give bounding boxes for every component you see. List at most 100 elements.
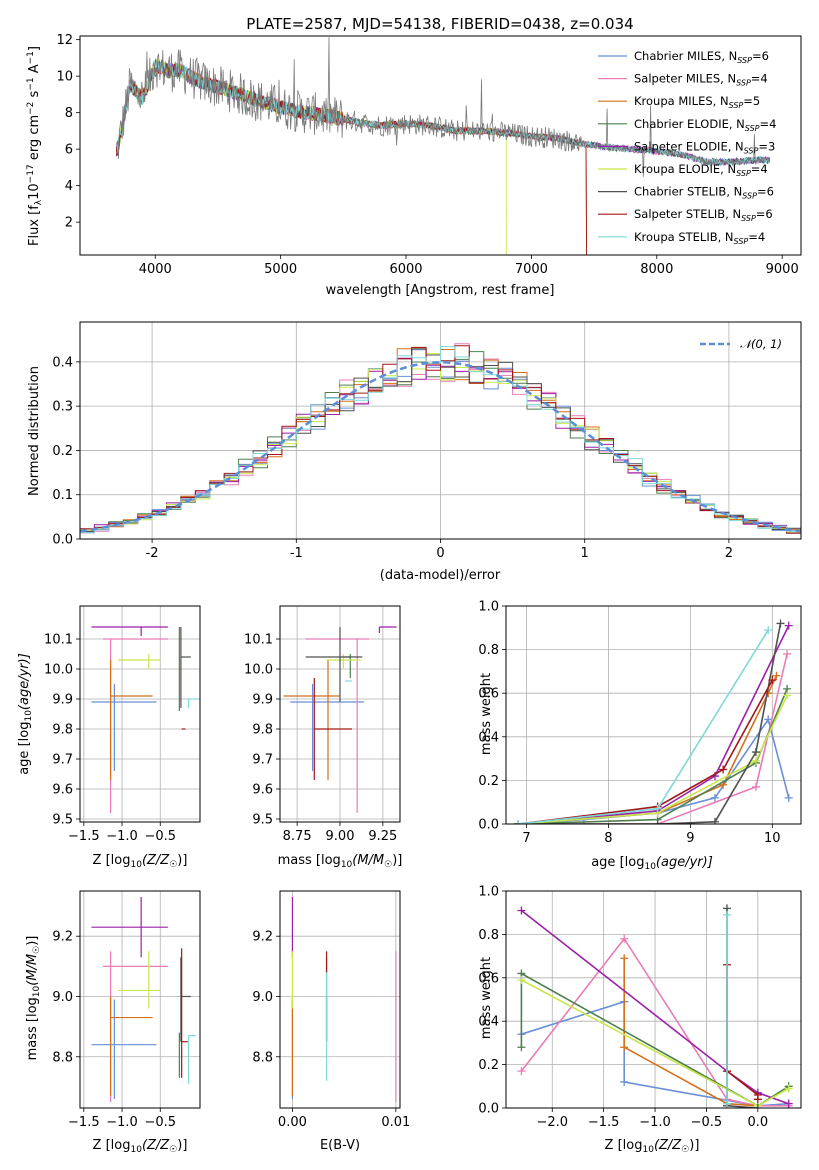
y-tick-label: 8.8	[52, 1050, 73, 1065]
x-tick-label: 8000	[640, 262, 673, 277]
x-tick-label: -1	[290, 546, 303, 561]
grid-lines	[80, 606, 200, 822]
y-tick-label: 2	[65, 216, 73, 231]
series-point-marker	[620, 1043, 629, 1052]
series-point-marker	[620, 1077, 629, 1086]
series-point-marker	[753, 1104, 762, 1108]
x-tick-label: −0.5	[144, 829, 176, 844]
y-tick-label: 0.8	[478, 643, 499, 658]
series-point-marker	[517, 1043, 526, 1052]
series-point-marker	[783, 649, 792, 658]
plot-area	[91, 626, 200, 813]
spectrum-legend: Chabrier MILES, NSSP=6 Salpeter MILES, NS…	[598, 49, 776, 246]
spectrum-ylabel: Flux [fλ10−17 erg cm−2 s−1 A−1]	[26, 46, 44, 246]
y-tick-label: 0.2	[52, 444, 73, 459]
x-tick-label: −0.5	[144, 1115, 176, 1130]
axes-frame	[279, 890, 401, 1109]
y-tick-label: 9.8	[52, 723, 73, 738]
y-tick-label: 0.2	[478, 1058, 499, 1073]
mass-z-xlabel: Z [log10(Z/Z☉)]	[93, 1138, 188, 1155]
y-tick-label: 9.7	[52, 753, 73, 768]
x-tick-label: 0.00	[278, 1115, 307, 1130]
residual-histogram-panel: -2 -1 0 1 2 0.0 0.1 0.2 0.3 0.4 𝒩(0, 1)	[52, 321, 802, 561]
y-tick-label: 9.9	[252, 693, 273, 708]
series-point-marker	[784, 793, 793, 802]
plot-area	[115, 37, 771, 255]
series-point-marker	[514, 820, 523, 824]
mass-weight-series-line	[518, 625, 790, 824]
y-tick-label: 9.5	[52, 813, 73, 828]
normal-reference-curve	[80, 361, 801, 533]
mass-vs-metallicity-panel: −1.5 −1.0 −0.5 8.8 9.0 9.2	[52, 890, 201, 1130]
y-tick-label: 0.8	[478, 928, 499, 943]
y-tick-label: 9.0	[252, 990, 273, 1005]
series-point-marker	[768, 676, 777, 685]
y-tick-label: 0.0	[478, 818, 499, 833]
massweight-vs-age-panel: 7 8 9 10 0.0 0.2 0.4 0.6 0.8 1.0	[478, 600, 802, 846]
age-mass-xlabel: mass [log10(M/M☉)]	[278, 853, 403, 870]
series-point-marker	[517, 975, 526, 984]
massweight-vs-metallicity-panel: −2.0 −1.5 −1.0 −0.5 0.0 0.0 0.2 0.4 0.6 0.8 1.0	[478, 885, 802, 1130]
legend-label: Kroupa ELODIE, NSSP=4	[634, 162, 768, 178]
x-tick-label: 8.75	[283, 829, 312, 844]
x-tick-label: −0.5	[691, 1115, 723, 1130]
plot-area	[291, 897, 397, 1102]
mass-weight-series-line	[520, 909, 789, 1105]
plot-area	[80, 343, 801, 535]
y-tick-label: 0.4	[478, 1015, 499, 1030]
mass-weight-series-line	[518, 675, 778, 824]
model-spectrum-line	[115, 61, 588, 255]
legend-label: Salpeter MILES, NSSP=4	[634, 72, 768, 88]
x-tick-label: 5000	[264, 262, 297, 277]
y-tick-label: 9.2	[252, 930, 273, 945]
grid-lines	[80, 891, 200, 1108]
y-tick-label: 10.1	[44, 633, 73, 648]
series-point-marker	[783, 691, 792, 700]
y-tick-label: 9.9	[52, 693, 73, 708]
axes-frame	[505, 890, 802, 1109]
series-point-marker	[517, 906, 526, 915]
x-tick-label: 9	[686, 831, 694, 846]
y-tick-label: 0.2	[478, 774, 499, 789]
x-tick-label: −1.0	[639, 1115, 671, 1130]
series-point-marker	[653, 804, 662, 813]
plot-area	[514, 619, 793, 824]
y-tick-label: 0.4	[478, 730, 499, 745]
age-z-xlabel: Z [log10(Z/Z☉)]	[93, 853, 188, 870]
y-tick-label: 0.1	[52, 488, 73, 503]
y-tick-label: 12	[56, 33, 73, 48]
y-tick-label: 9.7	[252, 753, 273, 768]
plot-area	[283, 626, 397, 813]
grid-lines	[280, 891, 400, 1108]
x-tick-label: −1.5	[588, 1115, 620, 1130]
y-tick-label: 1.0	[478, 600, 499, 615]
series-point-marker	[653, 820, 662, 824]
series-point-marker	[620, 934, 629, 943]
y-tick-label: 10.0	[244, 663, 273, 678]
axes-frame	[79, 605, 201, 823]
residual-xlabel: (data-model)/error	[380, 568, 501, 583]
x-tick-label: 2	[725, 546, 733, 561]
legend-label: Chabrier STELIB, NSSP=6	[634, 185, 774, 201]
grid-lines	[506, 890, 801, 1109]
mass-weight-series-line	[518, 679, 774, 824]
y-tick-label: 10.1	[244, 633, 273, 648]
y-tick-label: 9.8	[252, 723, 273, 738]
x-tick-label: 4000	[139, 262, 172, 277]
x-tick-label: -2	[146, 546, 159, 561]
x-tick-label: 6000	[389, 262, 422, 277]
mass-vs-ebv-panel: 0.00 0.01 8.8 9.0 9.2	[252, 890, 410, 1130]
series-point-marker	[517, 1067, 526, 1076]
figure-title: PLATE=2587, MJD=54138, FIBERID=0438, z=0…	[246, 15, 633, 33]
x-tick-label: 7	[522, 831, 530, 846]
x-tick-label: −1.5	[68, 1115, 100, 1130]
model-spectrum-line	[115, 58, 507, 255]
x-tick-label: 9.00	[326, 829, 355, 844]
x-tick-label: 1	[581, 546, 589, 561]
y-tick-label: 6	[65, 143, 73, 158]
series-point-marker	[719, 765, 728, 774]
x-tick-label: −1.0	[106, 829, 138, 844]
series-point-marker	[722, 910, 731, 919]
y-tick-label: 9.2	[52, 930, 73, 945]
